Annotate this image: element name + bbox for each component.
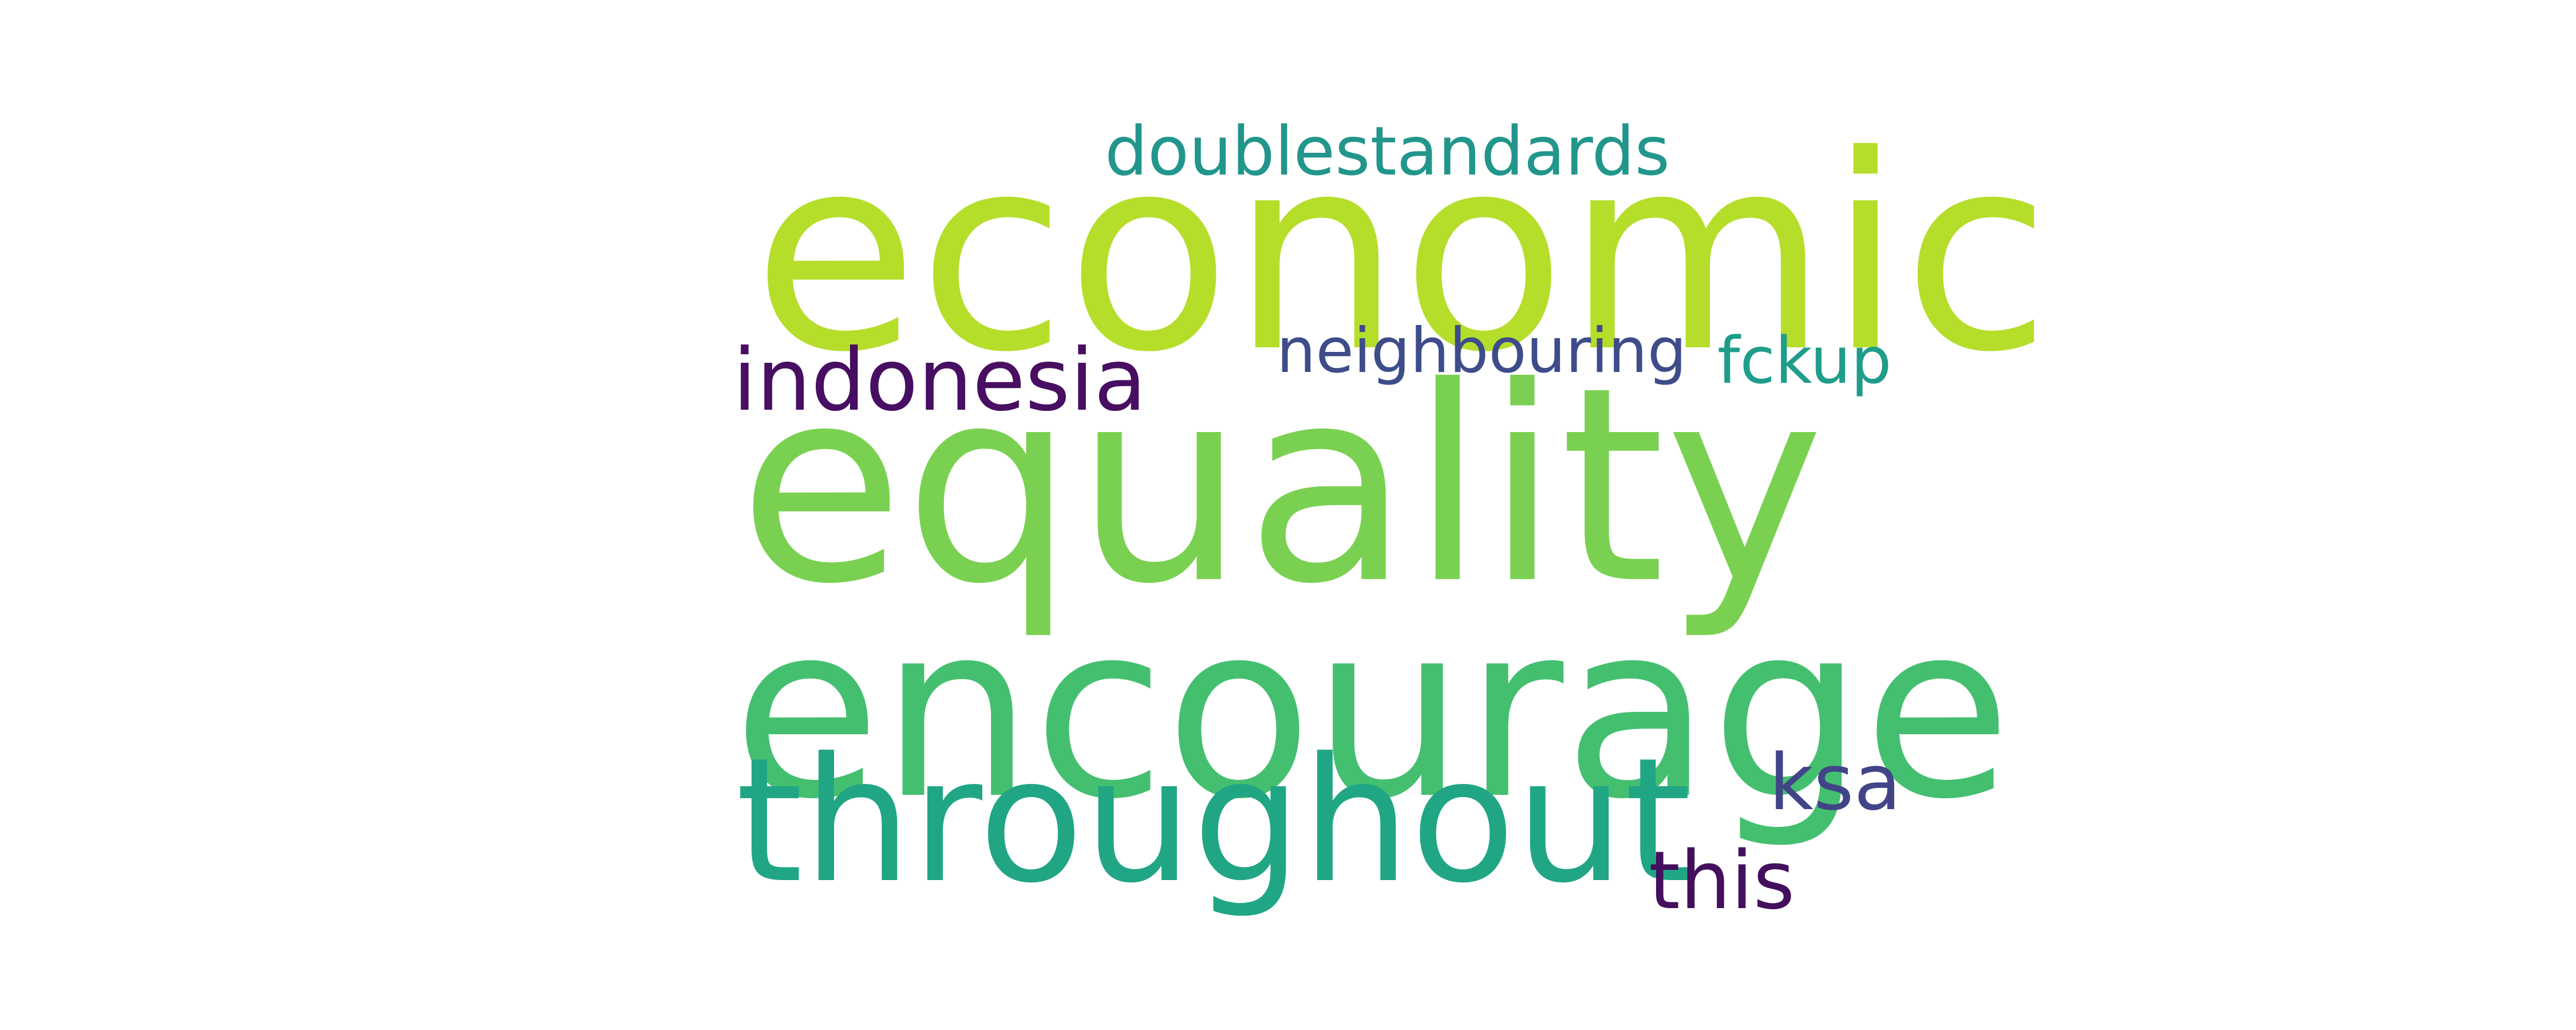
word-throughout: throughout: [736, 721, 1692, 921]
word-doublestandards: doublestandards: [1105, 112, 1670, 191]
word-neighbouring: neighbouring: [1277, 315, 1687, 387]
word-ksa: ksa: [1769, 738, 1902, 827]
word-fckup: fckup: [1717, 324, 1892, 398]
word-equality: equality: [738, 330, 1824, 643]
word-economic: economic: [753, 98, 2051, 411]
word-indonesia: indonesia: [733, 331, 1147, 430]
word-this: this: [1649, 834, 1795, 928]
word-encourage: encourage: [733, 572, 2012, 852]
